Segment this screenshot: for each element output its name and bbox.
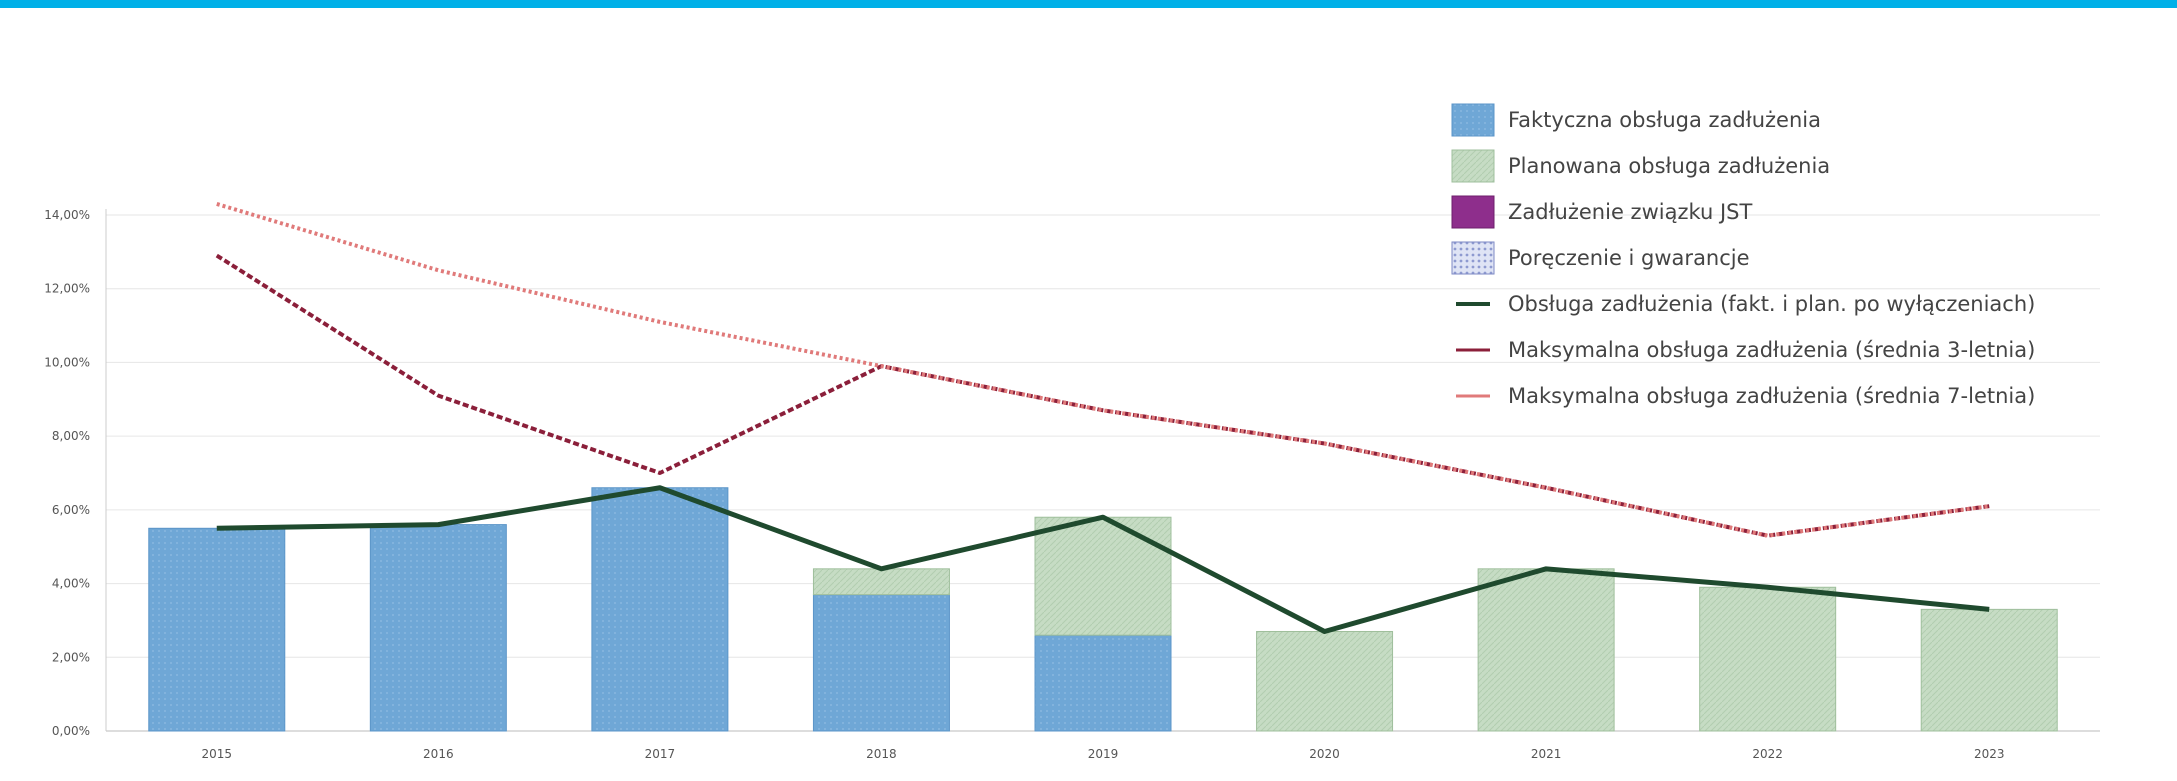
- legend-label: Planowana obsługa zadłużenia: [1508, 154, 1830, 178]
- x-tick-label: 2017: [645, 747, 676, 761]
- y-tick-label: 2,00%: [52, 650, 90, 664]
- y-tick-label: 6,00%: [52, 503, 90, 517]
- y-tick-label: 8,00%: [52, 429, 90, 443]
- y-tick-label: 14,00%: [44, 208, 90, 222]
- bar-planned-2022: [1699, 586, 1837, 732]
- x-tick-label: 2016: [423, 747, 454, 761]
- top-accent-bar: [0, 0, 2177, 8]
- bar-actual-2019: [1034, 634, 1172, 732]
- line-series-2: [215, 253, 1990, 538]
- bar-planned-2019: [1034, 516, 1172, 636]
- legend-label: Obsługa zadłużenia (fakt. i plan. po wył…: [1508, 292, 2035, 316]
- legend-label: Maksymalna obsługa zadłużenia (średnia 3…: [1508, 338, 2035, 362]
- bar-actual-2015: [148, 527, 286, 732]
- line-series-1: [216, 485, 1990, 634]
- y-tick-label: 0,00%: [52, 724, 90, 738]
- bar-planned-2023: [1920, 608, 2058, 732]
- x-tick-label: 2022: [1752, 747, 1783, 761]
- line-series-3: [216, 202, 1990, 538]
- x-tick-label: 2019: [1088, 747, 1119, 761]
- legend-label: Faktyczna obsługa zadłużenia: [1508, 108, 1821, 132]
- x-tick-label: 2021: [1531, 747, 1562, 761]
- bar-actual-2016: [369, 524, 507, 732]
- bar-planned-2021: [1477, 568, 1615, 732]
- x-tick-label: 2023: [1974, 747, 2005, 761]
- legend-label: Zadłużenie związku JST: [1508, 200, 1752, 224]
- bar-planned-2020: [1256, 630, 1394, 732]
- bar-actual-2018: [812, 594, 950, 732]
- legend-label: Poręczenie i gwarancje: [1508, 246, 1750, 270]
- bar-actual-2017: [591, 487, 729, 732]
- legend-swatch: [1451, 241, 1495, 275]
- x-tick-label: 2018: [866, 747, 897, 761]
- x-tick-label: 2020: [1309, 747, 1340, 761]
- legend-swatch: [1451, 149, 1495, 183]
- y-tick-label: 10,00%: [44, 355, 90, 369]
- y-tick-label: 4,00%: [52, 577, 90, 591]
- legend-swatch: [1451, 195, 1495, 229]
- x-tick-label: 2015: [202, 747, 233, 761]
- legend-label: Maksymalna obsługa zadłużenia (średnia 7…: [1508, 384, 2035, 408]
- bar-planned-2018: [812, 568, 950, 596]
- y-tick-label: 12,00%: [44, 282, 90, 296]
- legend-swatch: [1451, 103, 1495, 137]
